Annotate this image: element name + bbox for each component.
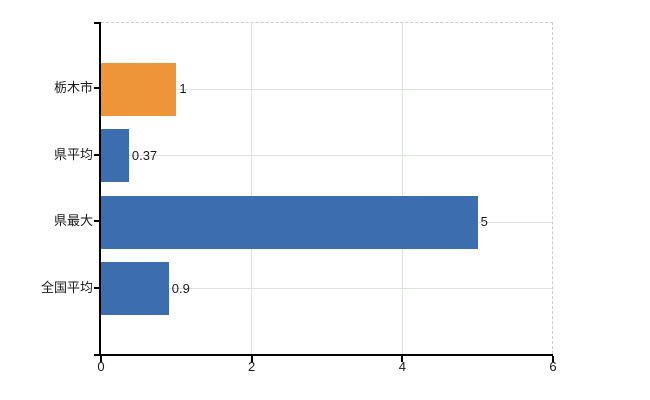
bar-value-label: 0.37 — [131, 147, 158, 163]
plot-area: 1 0.37 5 0.9 — [101, 22, 553, 354]
category-tick — [94, 87, 101, 90]
gridline-horizontal — [101, 288, 552, 290]
x-tick-label: 2 — [248, 359, 256, 374]
gridline-horizontal — [101, 88, 552, 90]
bar — [101, 129, 129, 183]
bar — [101, 195, 478, 249]
x-tick-label: 0 — [97, 359, 105, 374]
x-tick — [100, 356, 102, 362]
x-tick — [552, 356, 554, 362]
category-tick — [94, 153, 101, 156]
x-tick — [401, 356, 404, 362]
category-tick — [94, 220, 101, 223]
y-axis-top-tick — [94, 22, 101, 24]
gridline-horizontal — [101, 155, 552, 157]
x-axis-line — [94, 354, 553, 356]
x-tick — [250, 356, 253, 362]
gridline-vertical — [251, 23, 253, 354]
category-label: 栃木市 — [53, 80, 93, 96]
gridline-vertical — [401, 23, 403, 354]
x-tick-label: 4 — [398, 359, 406, 374]
bar-value-label: 5 — [480, 214, 488, 230]
bar — [101, 62, 177, 116]
bar-value-label: 1 — [179, 81, 187, 97]
bar-value-label: 0.9 — [171, 280, 190, 296]
category-label: 全国平均 — [40, 279, 93, 295]
category-label: 県平均 — [53, 146, 93, 162]
bar — [101, 262, 169, 316]
category-label: 県最大 — [53, 213, 93, 229]
x-tick-label: 6 — [549, 359, 557, 374]
y-axis-line — [99, 22, 101, 356]
category-tick — [94, 286, 101, 289]
